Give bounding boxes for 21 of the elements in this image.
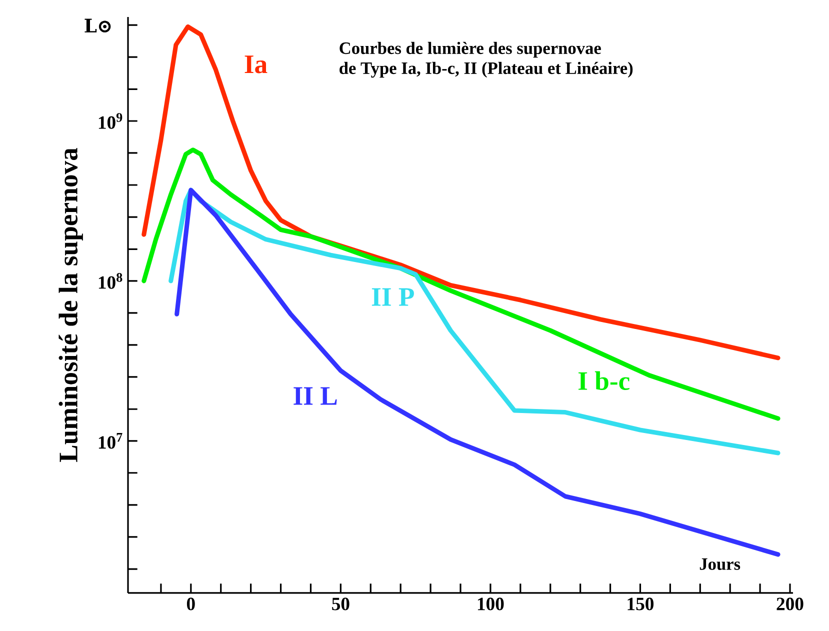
series-label: I b-c <box>578 371 630 390</box>
x-tick-label: 200 <box>776 598 804 610</box>
y-tick-label: 10$^{9}$ <box>98 113 122 129</box>
series-label: Ia <box>244 56 268 74</box>
x-tick-label: 150 <box>628 598 654 610</box>
x-tick-label: 100 <box>478 598 504 610</box>
series-label: II P <box>372 288 414 306</box>
y-tick-label: 10$^{7}$ <box>98 433 122 449</box>
text: Courbes de lumière des supernovae <box>340 42 601 58</box>
x-tick-label: 50 <box>332 598 350 610</box>
text: de Type Ia, Ib-c, II (Plateau et Linéaire) <box>340 62 633 78</box>
line-series <box>168 188 780 456</box>
line-series <box>142 24 780 360</box>
text: L⊙ <box>84 18 111 32</box>
x-axis-title: Jours <box>700 558 740 570</box>
line-series <box>142 148 780 421</box>
series-label: II L <box>294 387 337 405</box>
y-axis-title: Luminosité de la supernova <box>58 148 83 462</box>
y-tick-label: 10$^{8}$ <box>98 273 122 289</box>
line-series <box>174 188 780 557</box>
x-tick-label: 0 <box>186 598 195 610</box>
